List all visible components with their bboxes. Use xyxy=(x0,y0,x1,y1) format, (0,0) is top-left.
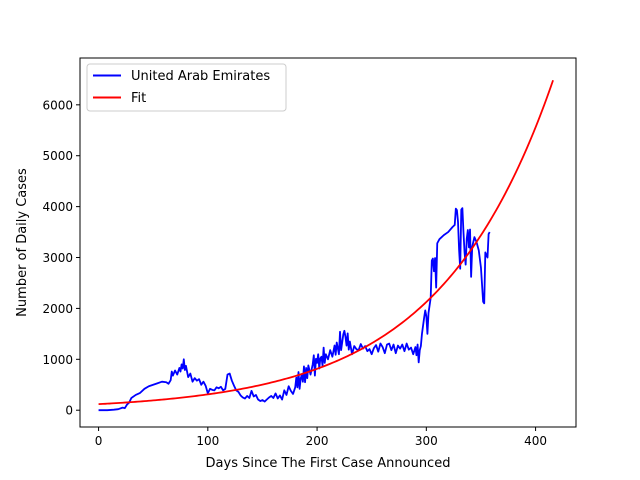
series-layer xyxy=(98,79,554,412)
legend-label-fit: Fit xyxy=(131,91,146,106)
legend: United Arab Emirates Fit xyxy=(86,63,287,112)
plot-area xyxy=(79,57,577,428)
x-axis-label: Days Since The First Case Announced xyxy=(206,456,451,471)
series-line-uae xyxy=(98,207,491,412)
y-tick-label: 4000 xyxy=(42,200,73,214)
series-line-fit xyxy=(98,79,554,406)
axes-frame xyxy=(79,57,577,428)
y-tick-label: 5000 xyxy=(42,149,73,163)
legend-frame xyxy=(86,63,287,112)
x-tick-label: 0 xyxy=(95,434,103,448)
x-axis-ticks: 0 100 200 300 400 xyxy=(95,427,547,448)
x-tick-label: 400 xyxy=(524,434,547,448)
y-tick-label: 3000 xyxy=(42,251,73,265)
y-tick-label: 0 xyxy=(65,404,73,418)
y-tick-label: 1000 xyxy=(42,353,73,367)
x-tick-label: 300 xyxy=(415,434,438,448)
x-tick-label: 100 xyxy=(196,434,219,448)
legend-label-uae: United Arab Emirates xyxy=(131,69,270,84)
y-axis-ticks: 0 1000 2000 3000 4000 5000 6000 xyxy=(42,98,80,418)
y-tick-label: 6000 xyxy=(42,98,73,112)
x-tick-label: 200 xyxy=(306,434,329,448)
y-tick-label: 2000 xyxy=(42,302,73,316)
y-axis-label: Number of Daily Cases xyxy=(15,168,30,317)
